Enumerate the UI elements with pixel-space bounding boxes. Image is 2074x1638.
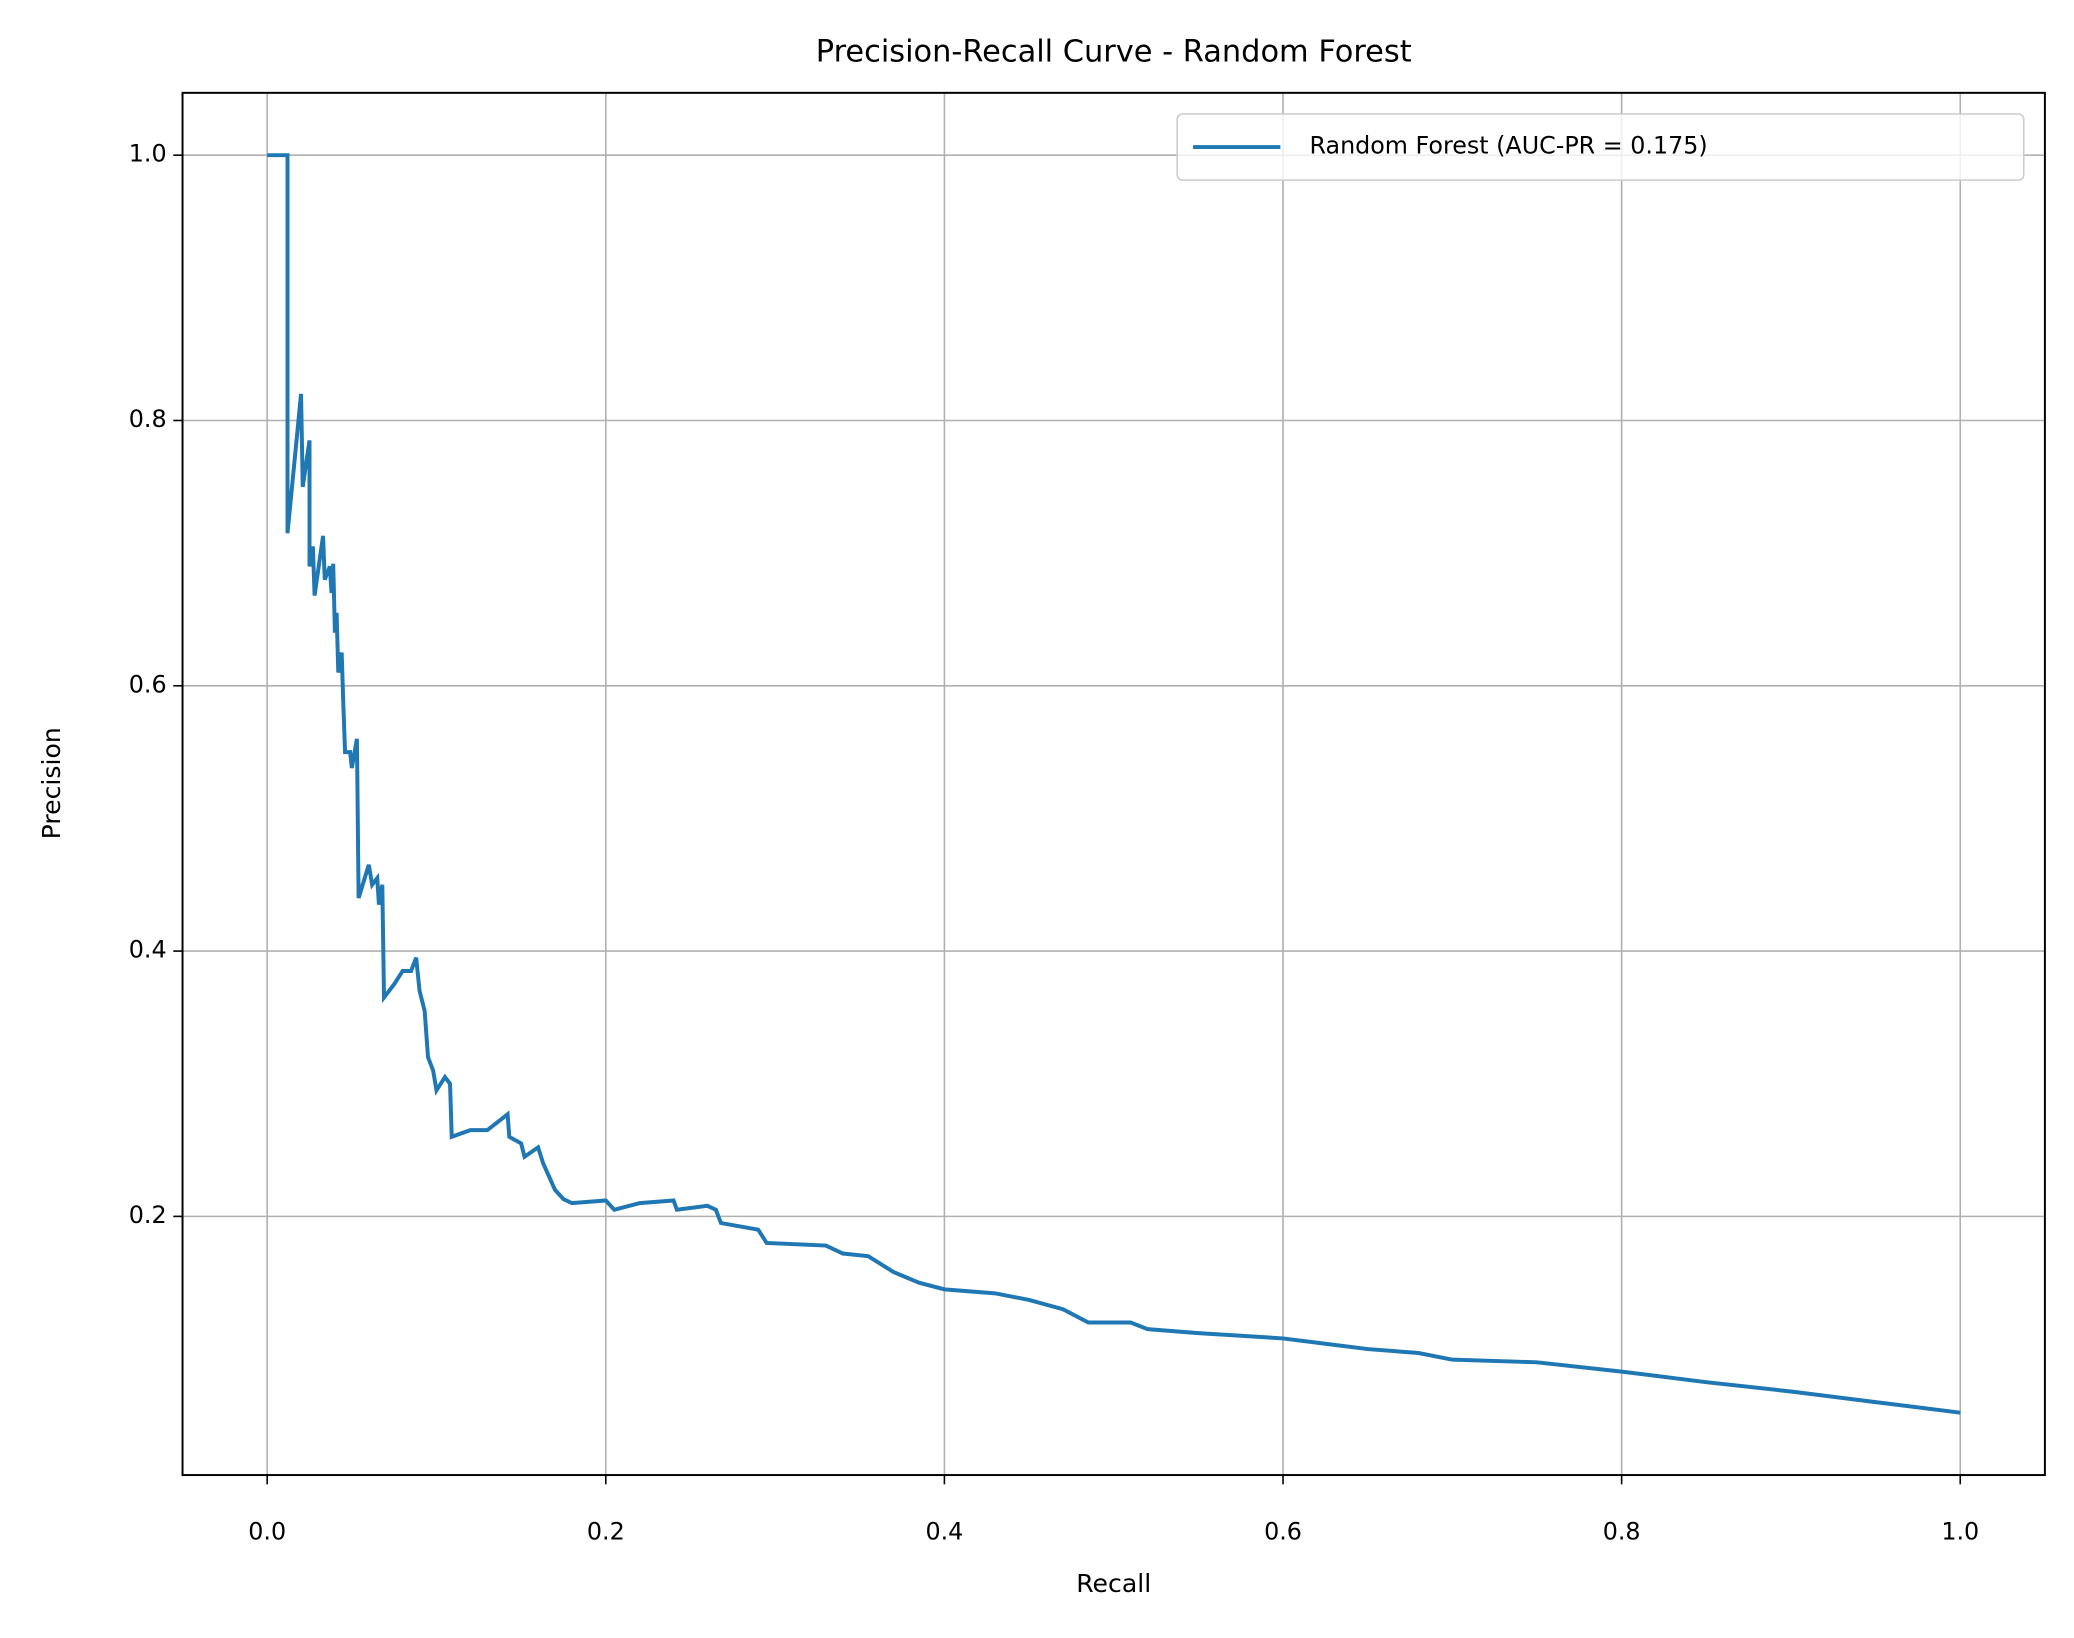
x-tick-label: 0.0 xyxy=(248,1518,286,1546)
legend-label: Random Forest (AUC-PR = 0.175) xyxy=(1309,132,1707,160)
y-tick-label: 1.0 xyxy=(129,140,167,168)
legend-box xyxy=(1176,113,2025,181)
plot-frame xyxy=(181,91,2046,1477)
y-axis-label: Precision xyxy=(37,727,66,839)
y-tick-label: 0.8 xyxy=(129,405,167,433)
line-series xyxy=(267,153,1961,1415)
x-tick-label: 0.6 xyxy=(1264,1518,1302,1546)
x-tick-label: 0.4 xyxy=(925,1518,963,1546)
y-tick-label: 0.6 xyxy=(129,670,167,698)
legend: Random Forest (AUC-PR = 0.175) xyxy=(1176,113,2025,181)
y-tick-label: 0.4 xyxy=(129,936,167,964)
x-tick-label: 1.0 xyxy=(1941,1518,1979,1546)
chart-title: Precision-Recall Curve - Random Forest xyxy=(816,35,1412,70)
x-tick-label: 0.2 xyxy=(587,1518,625,1546)
x-axis-label: Recall xyxy=(1076,1569,1151,1598)
x-tick-label: 0.8 xyxy=(1603,1518,1641,1546)
y-tick-label: 0.2 xyxy=(129,1201,167,1229)
